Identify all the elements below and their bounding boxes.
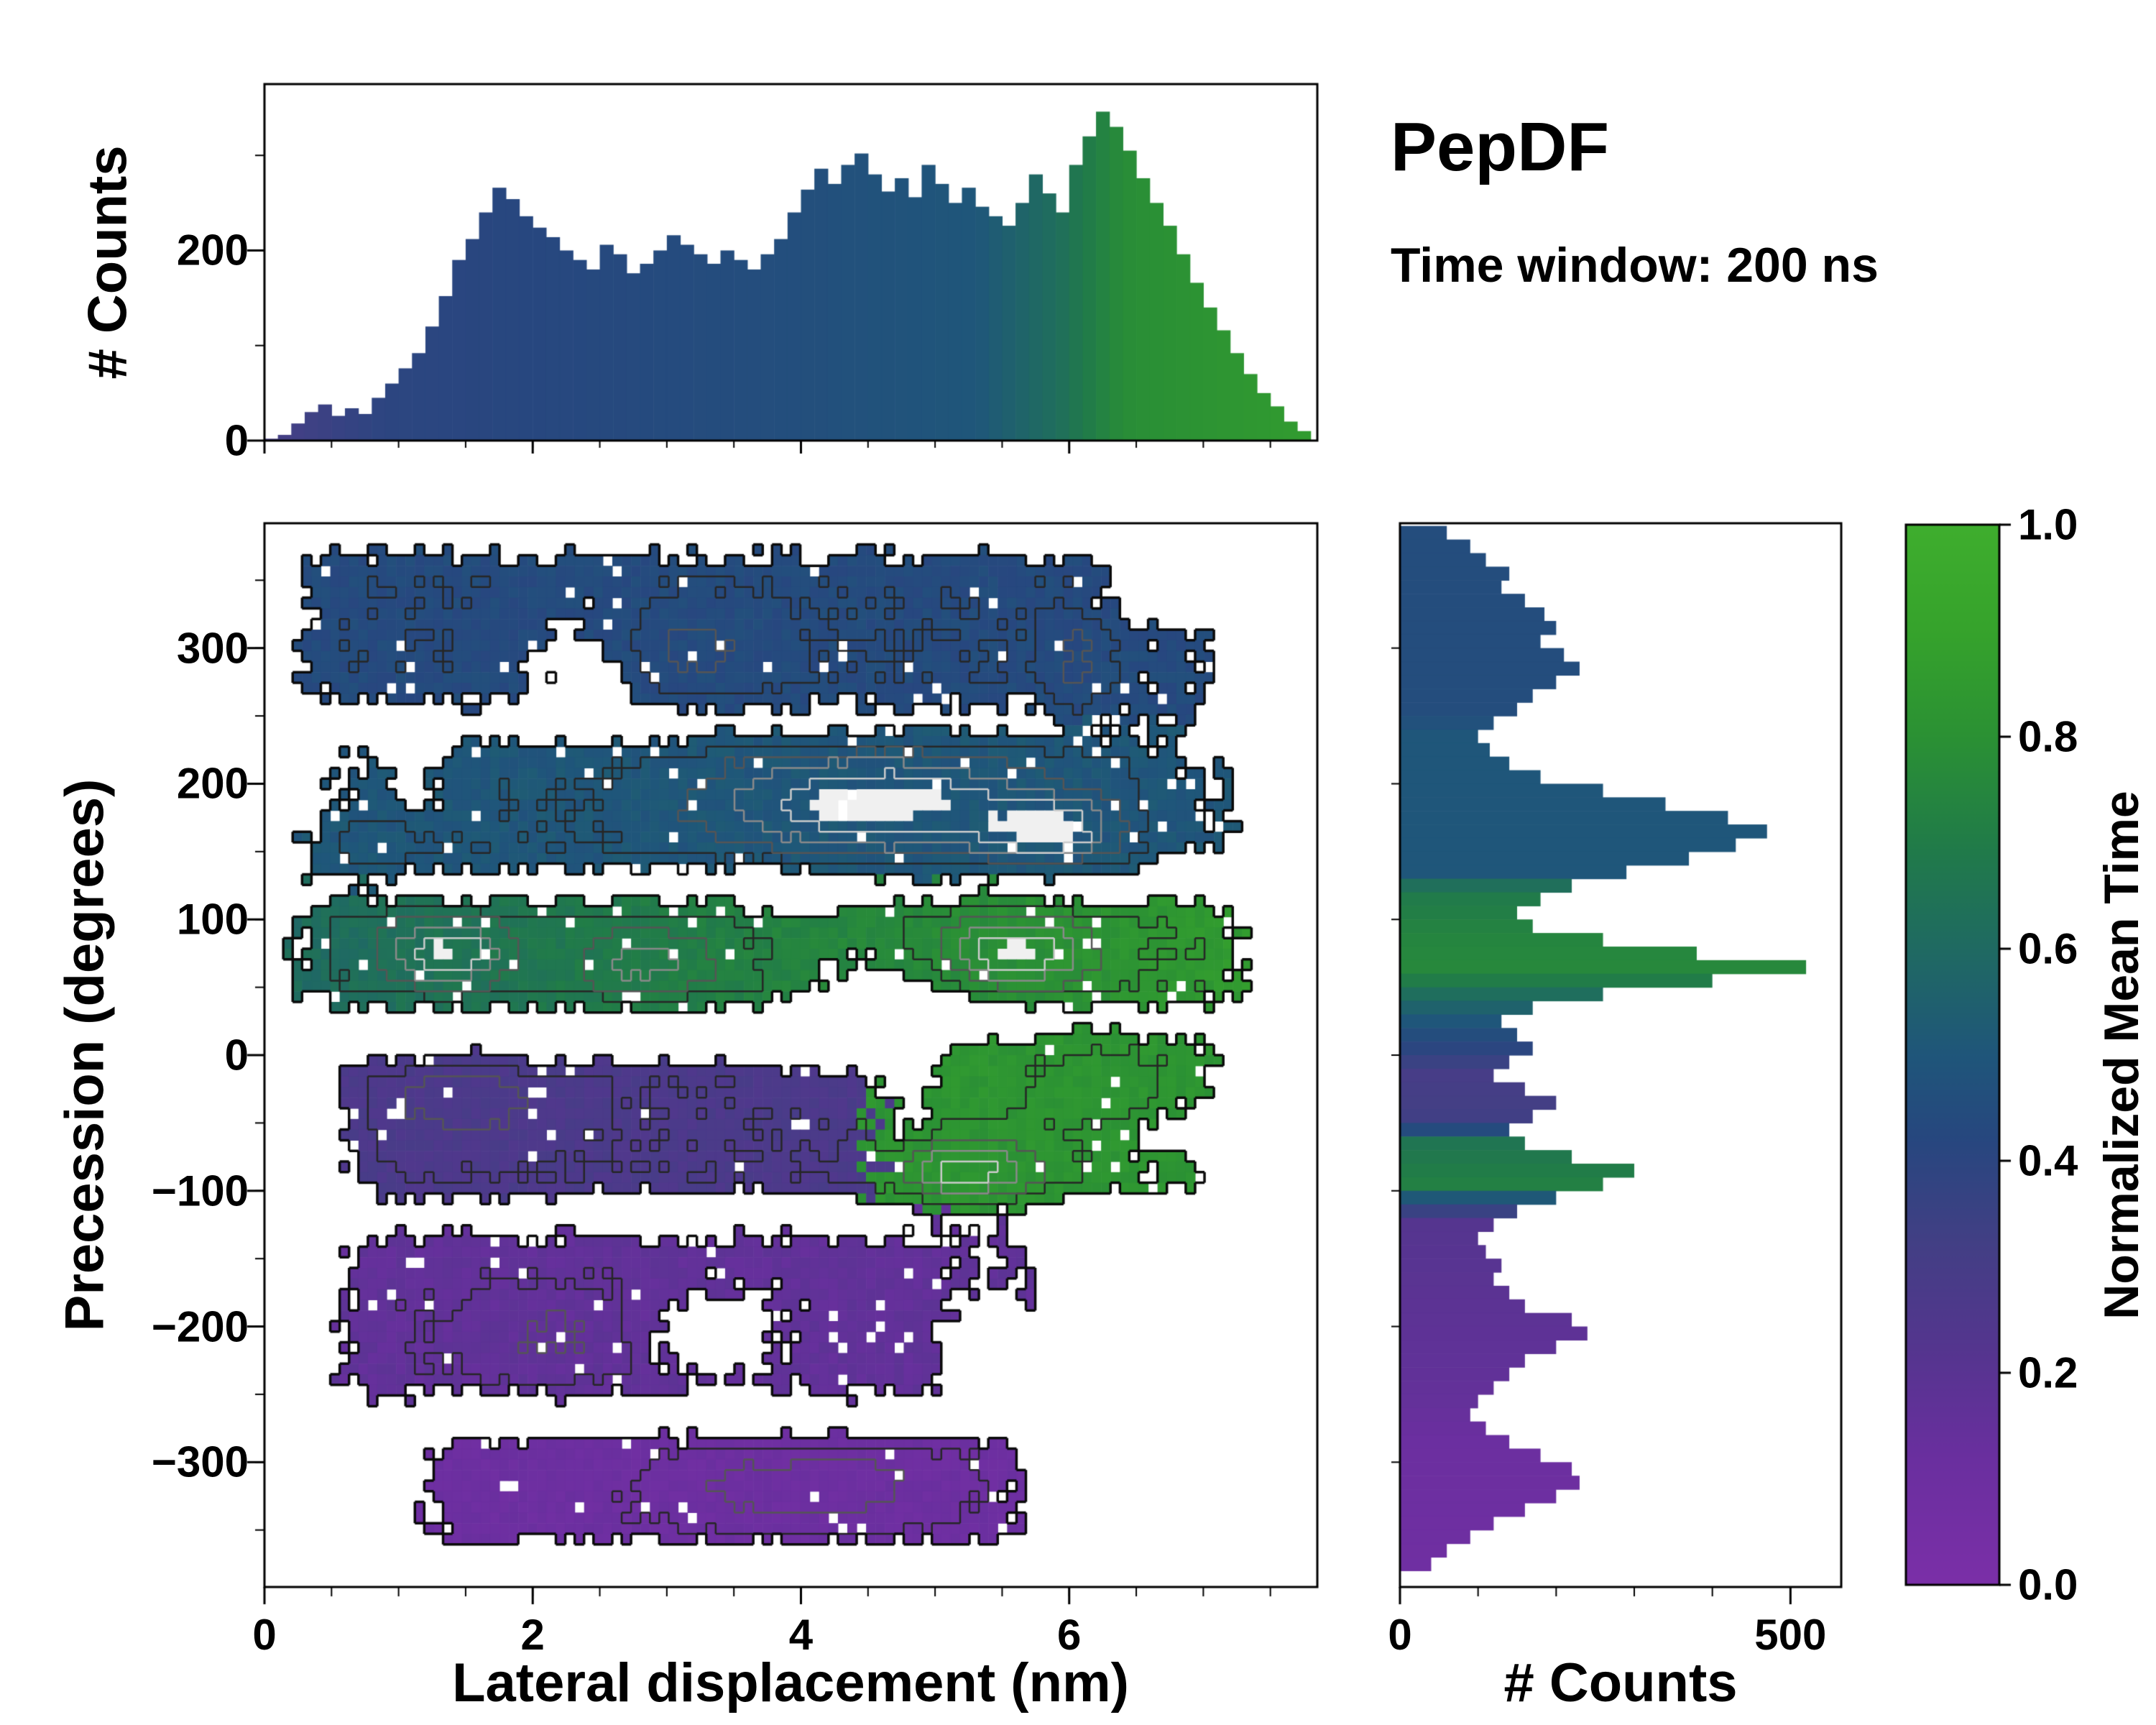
main-y-tick-label: −300 xyxy=(151,1438,249,1486)
main-ylabel: Precession (degrees) xyxy=(54,778,116,1332)
colorbar-tick-label: 0.6 xyxy=(2018,924,2078,973)
top-hist-ylabel: # Counts xyxy=(77,145,139,380)
main-y-tick-label: −100 xyxy=(151,1167,249,1215)
main-y-tick-label: 0 xyxy=(224,1031,249,1080)
main-y-tick-label: 300 xyxy=(176,624,249,673)
colorbar-tick-label: 1.0 xyxy=(2018,500,2078,549)
main-x-tick-label: 2 xyxy=(520,1611,545,1659)
main-x-tick-label: 0 xyxy=(252,1611,277,1659)
top-y-tick-label: 200 xyxy=(176,226,249,275)
main-xlabel: Lateral displacement (nm) xyxy=(452,1652,1129,1714)
colorbar-tick-label: 0.4 xyxy=(2018,1136,2078,1185)
top-y-tick-label: 0 xyxy=(224,416,249,465)
colorbar-tick-label: 0.8 xyxy=(2018,712,2078,761)
right-x-tick-label: 500 xyxy=(1754,1611,1827,1659)
main-x-tick-label: 6 xyxy=(1057,1611,1082,1659)
main-y-tick-label: 100 xyxy=(176,895,249,944)
colorbar-tick-label: 0.0 xyxy=(2018,1560,2078,1609)
right-x-tick-label: 0 xyxy=(1388,1611,1412,1659)
main-x-tick-label: 4 xyxy=(788,1611,814,1659)
right-hist-xlabel: # Counts xyxy=(1503,1652,1738,1714)
main-y-tick-label: −200 xyxy=(151,1302,249,1351)
figure-title: PepDF xyxy=(1391,109,1610,185)
main-y-tick-label: 200 xyxy=(176,759,249,808)
colorbar-tick-label: 0.2 xyxy=(2018,1348,2078,1397)
time-window-label: Time window: 200 ns xyxy=(1391,238,1879,293)
colorbar-label: Normalized Mean Time xyxy=(2094,791,2149,1320)
